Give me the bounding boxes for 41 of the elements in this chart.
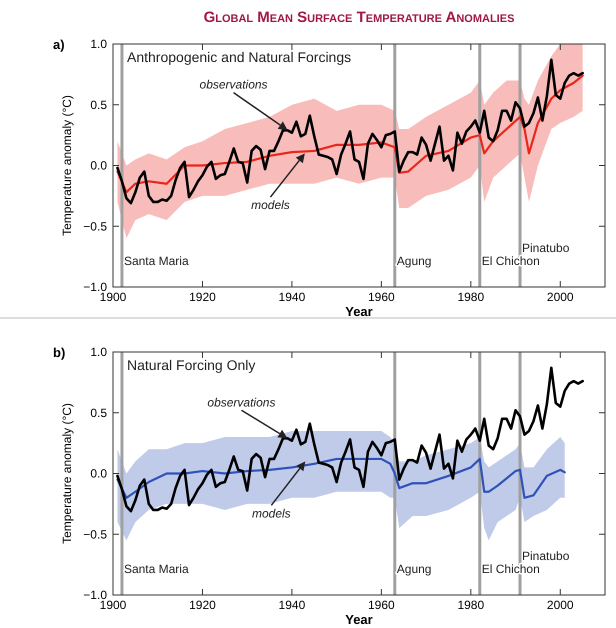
ref-line-label: Pinatubo	[522, 549, 570, 563]
y-tick-label: 1.0	[90, 345, 108, 359]
chart-subtitle: Natural Forcing Only	[127, 357, 256, 373]
ref-line-label: Santa Maria	[124, 254, 189, 268]
x-tick-label: 2000	[546, 598, 574, 612]
chart-subtitle: Anthropogenic and Natural Forcings	[127, 49, 352, 65]
x-tick-label: 1960	[368, 598, 396, 612]
chart-title: Global Mean Surface Temperature Anomalies	[204, 9, 514, 26]
x-tick-label: 1980	[457, 598, 484, 612]
y-tick-label: 1.0	[90, 37, 108, 51]
ref-line-label: El Chichon	[482, 562, 540, 576]
x-tick-label: 1940	[278, 290, 306, 304]
y-axis-title: Temperature anomaly (°C)	[60, 403, 74, 544]
text: a)	[53, 37, 65, 52]
line-series	[116, 458, 566, 499]
y-tick-label: −0.5	[83, 219, 108, 234]
y-tick-label: 0.5	[90, 98, 108, 112]
y-tick-label: 0.0	[90, 158, 108, 172]
y-axis-title: Temperature anomaly (°C)	[60, 95, 74, 236]
annotation: models	[251, 198, 290, 212]
annotation: models	[252, 506, 291, 520]
ref-line-label: El Chichon	[482, 254, 540, 268]
annotation: observations	[207, 395, 276, 410]
x-tick-label: 1960	[368, 290, 396, 304]
y-tick-label: −0.5	[83, 527, 108, 542]
ref-line-label: Pinatubo	[522, 241, 570, 255]
line-series	[116, 74, 584, 194]
x-axis-title: Year	[345, 304, 373, 319]
x-tick-label: 1980	[457, 290, 484, 304]
ref-line-label: Santa Maria	[124, 562, 189, 576]
x-axis-title: Year	[345, 612, 373, 627]
x-tick-label: 1920	[189, 290, 216, 304]
text: b)	[53, 345, 66, 360]
ref-line-label: Agung	[396, 562, 432, 576]
x-tick-label: 2000	[546, 290, 574, 304]
ref-line-label: Agung	[396, 254, 432, 268]
annotation: observations	[200, 78, 268, 92]
x-tick-label: 1940	[278, 598, 306, 612]
y-tick-label: 0.5	[90, 406, 108, 420]
x-tick-label: 1920	[189, 598, 216, 612]
y-tick-label: 0.0	[90, 466, 108, 480]
